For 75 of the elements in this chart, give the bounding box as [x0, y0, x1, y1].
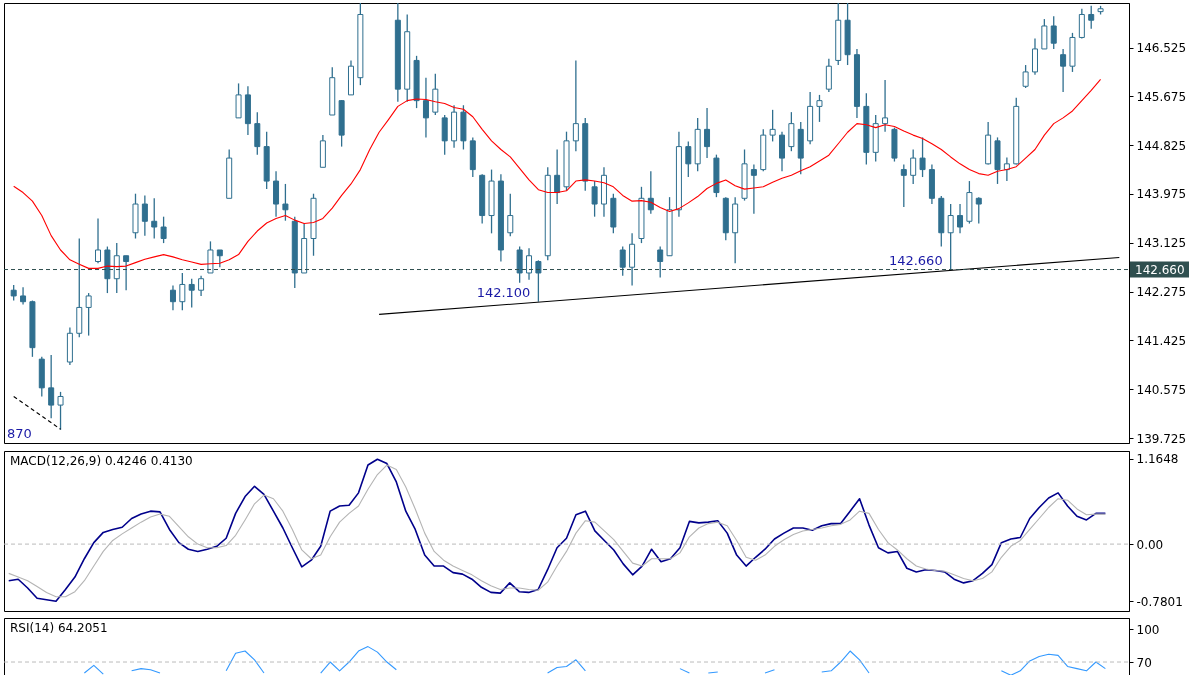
- annotation: 142.660: [888, 252, 943, 268]
- y-tick-label: 140.575: [1136, 382, 1187, 397]
- y-tick-label: 145.675: [1136, 89, 1187, 104]
- candlestick: [619, 245, 626, 277]
- line-series: [13, 78, 1102, 269]
- candlestick: [1003, 156, 1010, 182]
- candlestick: [1022, 64, 1029, 89]
- candlestick: [282, 183, 289, 222]
- candlestick: [657, 245, 664, 279]
- chart-title: RSI(14) 64.2051: [10, 621, 108, 635]
- candlestick: [160, 216, 167, 244]
- annotation: 142.100: [476, 284, 531, 300]
- y-tick-label: 141.425: [1136, 333, 1187, 348]
- candlestick: [151, 197, 158, 240]
- candlestick: [591, 180, 598, 218]
- candlestick: [1060, 48, 1067, 93]
- ref-line-label: 142.660: [1135, 262, 1185, 277]
- candlestick: [254, 111, 261, 156]
- candlestick: [572, 59, 579, 152]
- candlestick: [188, 278, 195, 309]
- y-tick-label: 142.275: [1136, 285, 1187, 300]
- candlestick: [432, 73, 439, 116]
- y-tick-label: 146.525: [1136, 41, 1187, 56]
- candlestick: [198, 275, 205, 297]
- candlestick: [816, 94, 823, 123]
- candlestick: [1088, 5, 1095, 30]
- candlestick: [629, 232, 636, 287]
- candlestick: [273, 170, 280, 218]
- candlestick: [422, 77, 429, 139]
- candlestick: [769, 109, 776, 143]
- candlestick: [1078, 8, 1085, 40]
- candlestick: [947, 203, 954, 271]
- chart-title: MACD(12,26,9) 0.4246 0.4130: [10, 454, 193, 468]
- candlestick: [207, 240, 214, 274]
- candlestick: [123, 255, 130, 291]
- candlestick: [235, 82, 242, 119]
- candlestick: [1041, 18, 1048, 50]
- candlestick: [169, 284, 176, 311]
- candlestick: [1050, 15, 1057, 50]
- candlestick: [900, 163, 907, 208]
- candlestick: [507, 193, 514, 237]
- candlestick: [704, 107, 711, 159]
- y-tick-label: 70: [1136, 655, 1152, 670]
- candlestick: [441, 114, 448, 156]
- candlestick: [750, 163, 757, 215]
- candlestick: [825, 58, 832, 93]
- candlestick: [919, 136, 926, 178]
- y-tick-label: 100: [1136, 622, 1160, 637]
- candlestick: [20, 286, 27, 306]
- y-tick-label: -0.7801: [1136, 594, 1183, 609]
- candlestick: [95, 217, 102, 264]
- annotation: 870: [7, 426, 32, 441]
- y-tick-label: 0.00: [1136, 537, 1164, 552]
- candlestick: [516, 245, 523, 284]
- y-tick-label: 143.125: [1136, 236, 1187, 251]
- y-tick-label: 139.725: [1136, 431, 1187, 446]
- candlestick: [788, 111, 795, 152]
- candlestick: [882, 79, 889, 133]
- y-tick-label: 1.1648: [1136, 452, 1179, 467]
- y-tick-label: 143.975: [1136, 187, 1187, 202]
- candlestick: [179, 272, 186, 311]
- candlestick: [57, 391, 64, 431]
- candlestick: [779, 131, 785, 172]
- candlestick: [535, 259, 542, 303]
- candlestick: [141, 194, 148, 237]
- candlestick: [975, 196, 982, 225]
- candlestick: [85, 292, 92, 337]
- y-tick-label: 144.825: [1136, 138, 1187, 153]
- candlestick: [526, 247, 533, 281]
- candlestick: [957, 203, 964, 234]
- candlestick: [910, 148, 917, 185]
- candlestick: [685, 140, 692, 178]
- candlestick: [1031, 37, 1038, 76]
- candlestick: [554, 148, 561, 205]
- candlestick: [48, 354, 55, 419]
